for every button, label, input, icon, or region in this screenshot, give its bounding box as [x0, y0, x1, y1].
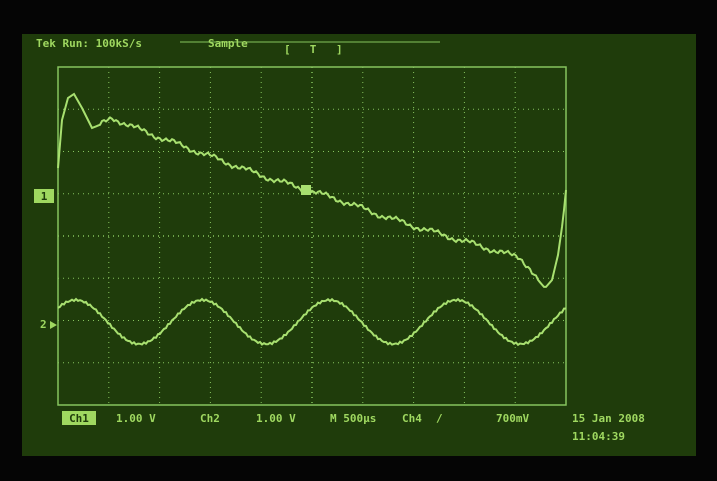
trigger-level-marker — [301, 185, 311, 195]
trigger-source: Ch4 — [402, 412, 422, 425]
bracket: [ — [284, 43, 291, 56]
ch1-scale: 1.00 V — [116, 412, 156, 425]
ch1-marker: 1 — [41, 190, 48, 203]
ch2-scale: 1.00 V — [256, 412, 296, 425]
acq-mode: Sample — [208, 37, 248, 50]
trigger-position: T — [310, 43, 317, 56]
status: Tek Run: 100kS/s — [36, 37, 142, 50]
time: 11:04:39 — [572, 430, 625, 443]
oscilloscope: Tek Run: 100kS/s Sample [ T ] 1 2 Ch1 1.… — [0, 0, 717, 481]
screen — [22, 34, 696, 456]
ch2-marker: 2 — [40, 318, 47, 331]
date: 15 Jan 2008 — [572, 412, 645, 425]
page: Tek Run: 100kS/s Sample [ T ] 1 2 Ch1 1.… — [0, 0, 717, 481]
trigger-slope: / — [436, 412, 443, 425]
timebase: M 500µs — [330, 412, 376, 425]
ch1-label: Ch1 — [69, 412, 89, 425]
bracket: ] — [336, 43, 343, 56]
ch2-label: Ch2 — [200, 412, 220, 425]
trigger-level: 700mV — [496, 412, 529, 425]
